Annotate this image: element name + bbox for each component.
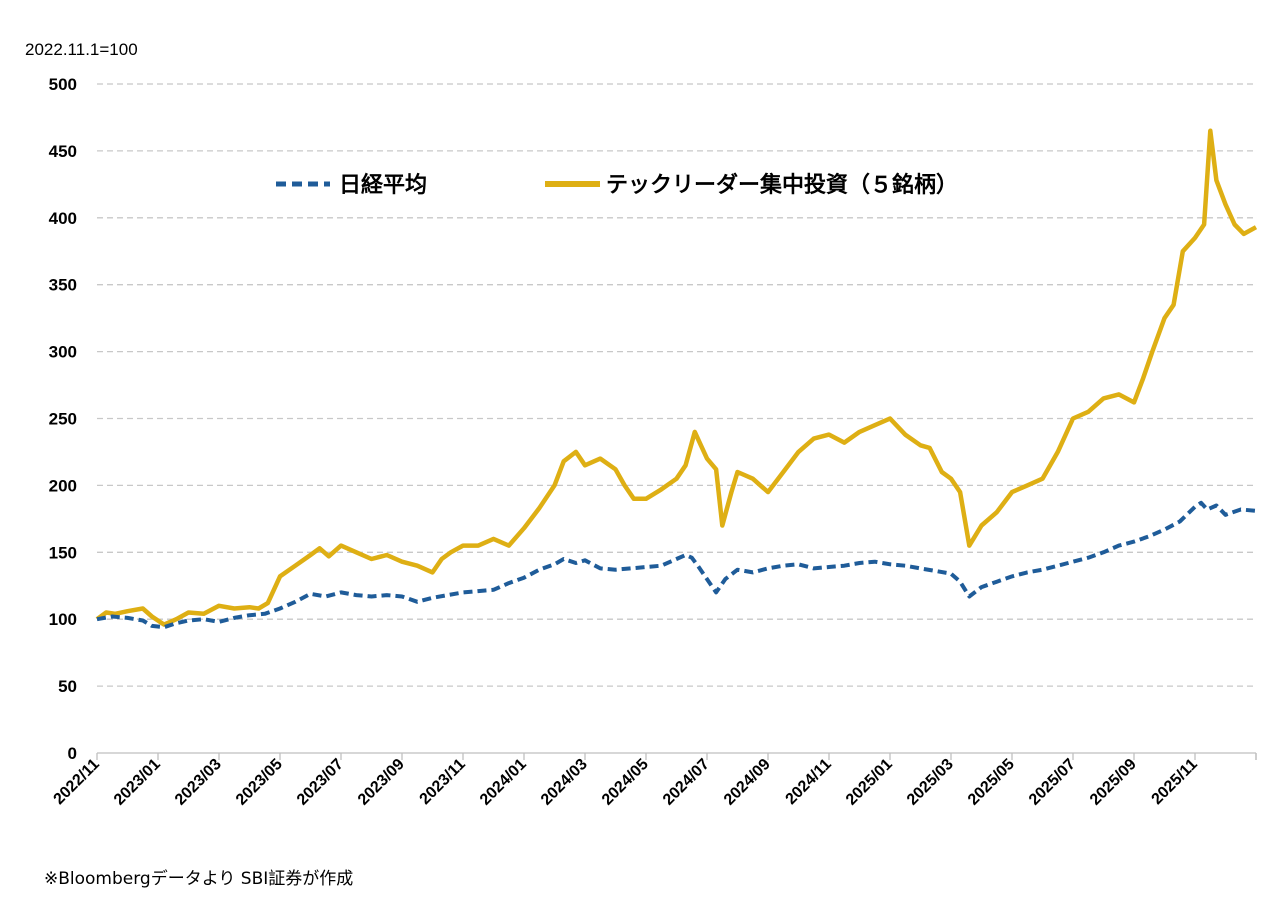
x-tick-label: 2023/05 — [233, 756, 286, 809]
y-tick-label: 400 — [49, 209, 77, 228]
legend: 日経平均 テックリーダー集中投資（５銘柄） — [276, 172, 958, 198]
x-tick-label: 2023/01 — [111, 756, 164, 809]
source-note: ※Bloombergデータより SBI証券が作成 — [44, 868, 353, 889]
x-tick-label: 2023/03 — [172, 756, 225, 809]
y-axis-ticks: 0 50 100 150 200 250 300 350 400 450 500 — [49, 75, 77, 763]
y-tick-label: 150 — [49, 543, 77, 562]
x-tick-label: 2025/01 — [843, 756, 896, 809]
legend-tech-leader-label: テックリーダー集中投資（５銘柄） — [606, 172, 958, 198]
x-axis: 2022/11 2023/01 2023/03 2023/05 2023/07 2023/… — [51, 752, 1257, 809]
y-tick-label: 50 — [58, 677, 77, 696]
series-layer — [95, 128, 1258, 630]
x-tick-label: 2024/01 — [477, 756, 530, 809]
y-tick-label: 0 — [68, 744, 77, 763]
x-tick-label: 2025/05 — [965, 756, 1018, 809]
y-tick-label: 100 — [49, 610, 77, 629]
x-tick-label: 2025/03 — [904, 756, 957, 809]
y-tick-label: 350 — [49, 276, 77, 295]
x-tick-label: 2024/09 — [721, 756, 774, 809]
x-tick-label: 2025/07 — [1026, 756, 1079, 809]
y-tick-label: 450 — [49, 142, 77, 161]
legend-nikkei-label: 日経平均 — [339, 172, 427, 198]
unit-label: 2022.11.1=100 — [25, 40, 138, 59]
series-nikkei-line — [96, 500, 1257, 630]
x-tick-label: 2023/11 — [417, 756, 469, 808]
x-tick-label: 2024/03 — [538, 756, 591, 809]
x-tick-label: 2022/11 — [51, 756, 103, 808]
x-tick-label: 2025/11 — [1149, 756, 1201, 808]
y-tick-label: 250 — [49, 410, 77, 429]
y-tick-label: 200 — [49, 476, 77, 495]
x-tick-label: 2024/11 — [783, 756, 835, 808]
x-tick-label: 2024/07 — [660, 756, 713, 809]
x-tick-label: 2025/09 — [1087, 756, 1140, 809]
y-tick-label: 500 — [49, 75, 77, 94]
x-tick-label: 2023/07 — [294, 756, 347, 809]
x-tick-label: 2024/05 — [599, 756, 652, 809]
series-tech-leader-line — [95, 128, 1258, 627]
x-tick-label: 2023/09 — [355, 756, 408, 809]
gridlines — [97, 83, 1256, 687]
y-tick-label: 300 — [49, 343, 77, 362]
